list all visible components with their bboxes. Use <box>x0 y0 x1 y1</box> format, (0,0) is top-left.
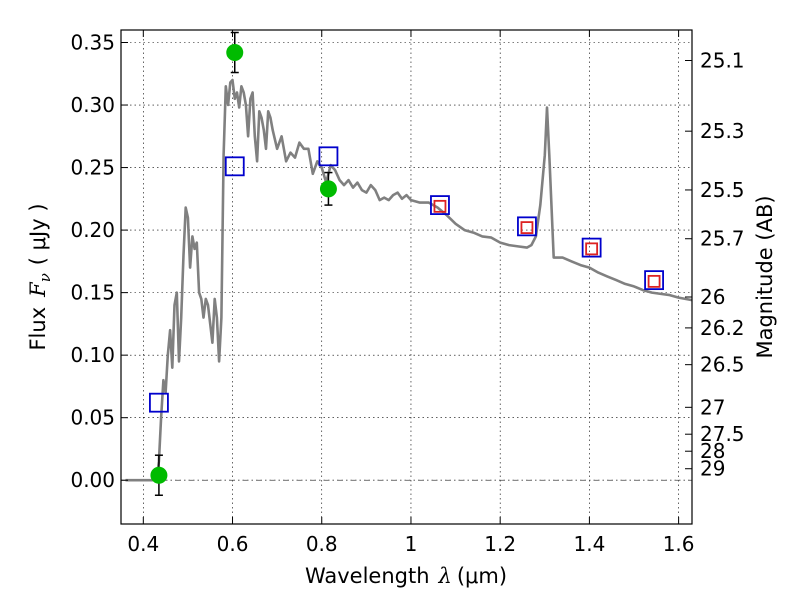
axis-ticks: 0.4 0.6 0.8 1 1.2 1.4 1.6 0.00 0.05 0.10 0.15 0.20 0… <box>70 30 745 556</box>
x-tick-label: 0.6 <box>217 532 249 556</box>
y-tick-label: 0.20 <box>70 218 115 242</box>
y-axis-label: FluxFν( μJy ) <box>26 203 54 350</box>
detection-point <box>226 44 244 62</box>
x-tick-label: 1.6 <box>663 532 695 556</box>
right-tick-label: 26.5 <box>700 353 745 377</box>
x-tick-label: 1 <box>405 532 418 556</box>
sed-model-curve <box>125 78 693 482</box>
right-axis-label: Magnitude (AB) <box>753 195 777 358</box>
detection-point <box>319 180 337 198</box>
y-tick-label: 0.35 <box>70 31 115 55</box>
model-photometry-square <box>224 156 245 177</box>
model-photometry-square <box>581 237 602 258</box>
right-tick-label: 25.3 <box>700 119 745 143</box>
right-tick-label: 25.1 <box>700 49 745 73</box>
right-tick-label: 28 <box>700 439 725 463</box>
model-photometry-square <box>517 216 537 237</box>
right-tick-label: 25.5 <box>700 178 745 202</box>
right-tick-label: 29 <box>700 457 725 481</box>
y-tick-label: 0.15 <box>70 281 115 305</box>
plot-frame <box>120 29 693 525</box>
model-photometry-square <box>644 270 664 291</box>
model-photometry-square <box>149 392 169 413</box>
y-tick-label: 0.10 <box>70 343 115 367</box>
model-photometry-square <box>430 195 450 215</box>
detection-point <box>150 466 168 484</box>
y-tick-label: 0.30 <box>70 93 115 117</box>
x-axis-label: Wavelength λ (μm) <box>305 564 507 588</box>
y-tick-label: 0.00 <box>70 468 115 492</box>
x-tick-label: 1.4 <box>573 532 605 556</box>
observed-square <box>433 199 447 213</box>
x-tick-label: 1.2 <box>484 532 516 556</box>
observed-square <box>520 221 534 235</box>
plot-background <box>121 30 692 524</box>
observed-square <box>585 242 599 256</box>
observed-square <box>647 274 661 288</box>
y-tick-label: 0.25 <box>70 156 115 180</box>
model-photometry-square <box>318 146 339 167</box>
y-tick-label: 0.05 <box>70 406 115 430</box>
photometry-markers <box>149 31 664 496</box>
sed-model-line <box>125 78 693 482</box>
right-tick-label: 25.7 <box>700 227 745 251</box>
right-tick-label: 27 <box>700 395 725 419</box>
right-tick-label: 27.5 <box>700 422 745 446</box>
right-tick-label: 26 <box>700 285 725 309</box>
x-tick-label: 0.8 <box>306 532 338 556</box>
x-tick-label: 0.4 <box>127 532 159 556</box>
right-tick-label: 26.2 <box>700 316 745 340</box>
